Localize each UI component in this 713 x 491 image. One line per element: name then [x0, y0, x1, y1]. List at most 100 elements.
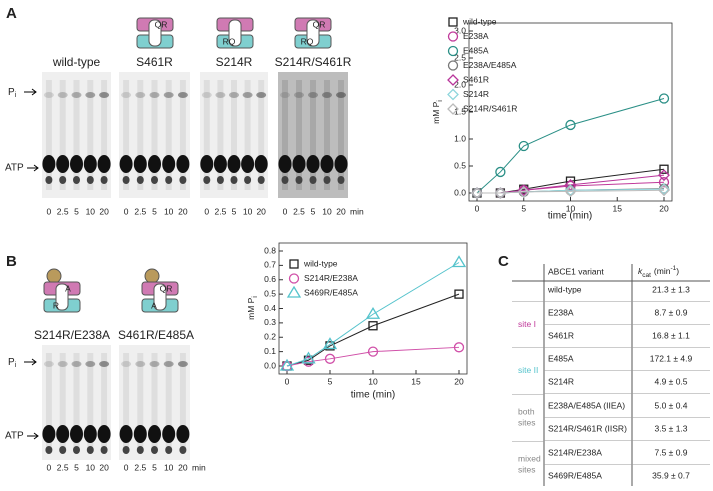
pi-spot — [336, 92, 346, 98]
legend-marker — [448, 17, 458, 27]
y-tick-label: 0.5 — [264, 288, 276, 298]
tlc-title: S214R — [216, 55, 253, 69]
lane-unit: min — [192, 462, 206, 472]
text-part: ) — [676, 266, 679, 276]
marker-square — [659, 164, 669, 174]
atp-trail — [136, 446, 144, 454]
table-cell: 16.8 ± 1.1 — [652, 330, 690, 340]
atp-trail — [323, 176, 331, 184]
arrow — [27, 432, 39, 440]
text-part: i — [252, 296, 259, 298]
atp-spot — [162, 155, 176, 173]
pi-spot — [163, 92, 174, 98]
icon-text: QR — [313, 19, 326, 29]
marker-circle — [367, 346, 379, 357]
lane-label: 10 — [243, 206, 253, 216]
lane-smear — [137, 80, 144, 190]
lane-label: 10 — [86, 462, 96, 472]
pi-spot — [229, 92, 239, 98]
atp-spot — [213, 155, 227, 173]
text-part: mM P — [246, 297, 256, 320]
lane-smear — [123, 80, 130, 190]
text-part: cat — [642, 272, 651, 279]
lane-label: 5 — [74, 206, 79, 216]
table-cell: 8.7 ± 0.9 — [654, 307, 687, 317]
lane-smear — [244, 80, 251, 190]
atp-spot — [56, 425, 70, 443]
pi-spot — [242, 92, 253, 98]
lane-label: 5 — [74, 462, 79, 472]
table-cell: E238A — [548, 307, 574, 317]
table-cell: 35.9 ± 0.7 — [652, 470, 690, 480]
pi-spot — [215, 92, 226, 98]
table-cell: S214R/S461R (IISR) — [548, 423, 627, 433]
icon-core — [306, 19, 320, 47]
atp-trail — [179, 176, 187, 184]
atp-spot — [278, 155, 292, 173]
legend-marker — [447, 60, 459, 71]
lane-label: 5 — [311, 206, 316, 216]
table-cell: E485A — [548, 353, 574, 363]
arrow — [24, 358, 37, 366]
marker-circle — [495, 166, 506, 178]
tlc-title: S461R/E485A — [118, 328, 194, 342]
pi-spot — [177, 92, 188, 98]
icon-core — [148, 19, 162, 47]
icon-text: A — [65, 283, 71, 293]
legend-label: wild-type — [462, 16, 497, 26]
pi-spot — [43, 92, 54, 98]
marker-circle — [658, 177, 670, 188]
marker-circle — [565, 119, 576, 131]
atp-spot — [200, 155, 214, 173]
lane-label: 10 — [322, 206, 332, 216]
marker-triangle — [279, 358, 295, 371]
lane-label: 0 — [124, 462, 129, 472]
lane-label: 0 — [204, 206, 209, 216]
x-tick-label: 20 — [454, 376, 464, 386]
pi-spot — [57, 361, 68, 367]
pi-spot — [121, 361, 132, 367]
legend-label: E238A/E485A — [463, 60, 517, 70]
marker-triangle — [365, 306, 381, 319]
series-line — [286, 293, 460, 367]
atp-trail — [337, 176, 345, 184]
x-tick-label: 20 — [659, 203, 669, 213]
marker-diamond — [564, 184, 577, 197]
icon-core — [228, 19, 242, 47]
lane-label: 20 — [178, 206, 188, 216]
text-part: i — [15, 362, 17, 369]
pi-spot — [85, 92, 96, 98]
y-tick-label: 0.5 — [454, 160, 466, 170]
y-axis-label: mM Pi — [246, 296, 259, 320]
lane-label: 5 — [232, 206, 237, 216]
atp-spot — [97, 425, 111, 443]
text-part: i — [15, 92, 17, 99]
marker-circle — [658, 93, 670, 104]
x-tick-label: 10 — [566, 203, 576, 213]
lane-label: 20 — [99, 206, 109, 216]
legend-marker — [447, 74, 459, 86]
x-tick-label: 0 — [285, 376, 290, 386]
table-header: kcat (min-1) — [638, 265, 679, 279]
pi-spot — [322, 92, 332, 98]
lane-label: 10 — [86, 206, 96, 216]
legend-label: S214R/E238A — [304, 273, 358, 283]
atp-trail — [73, 446, 80, 454]
y-tick-label: 0.4 — [264, 303, 276, 313]
atp-trail — [281, 176, 289, 184]
pi-spot — [57, 92, 68, 98]
panel-label: C — [498, 253, 509, 270]
pi-spot — [71, 92, 82, 98]
atp-spot — [176, 155, 190, 173]
lane-label: 2.5 — [134, 462, 146, 472]
legend-label: S214R/S461R — [463, 103, 517, 113]
pi-spot — [135, 92, 146, 98]
text-part: i — [437, 100, 444, 102]
table-cell: S461R — [548, 330, 574, 340]
table-cell: 5.0 ± 0.4 — [654, 400, 687, 410]
table-cell: S214R/E238A — [548, 447, 602, 457]
lane-smear — [151, 80, 158, 190]
icon-text: RQ — [301, 36, 314, 46]
icon-ligand — [46, 268, 62, 284]
